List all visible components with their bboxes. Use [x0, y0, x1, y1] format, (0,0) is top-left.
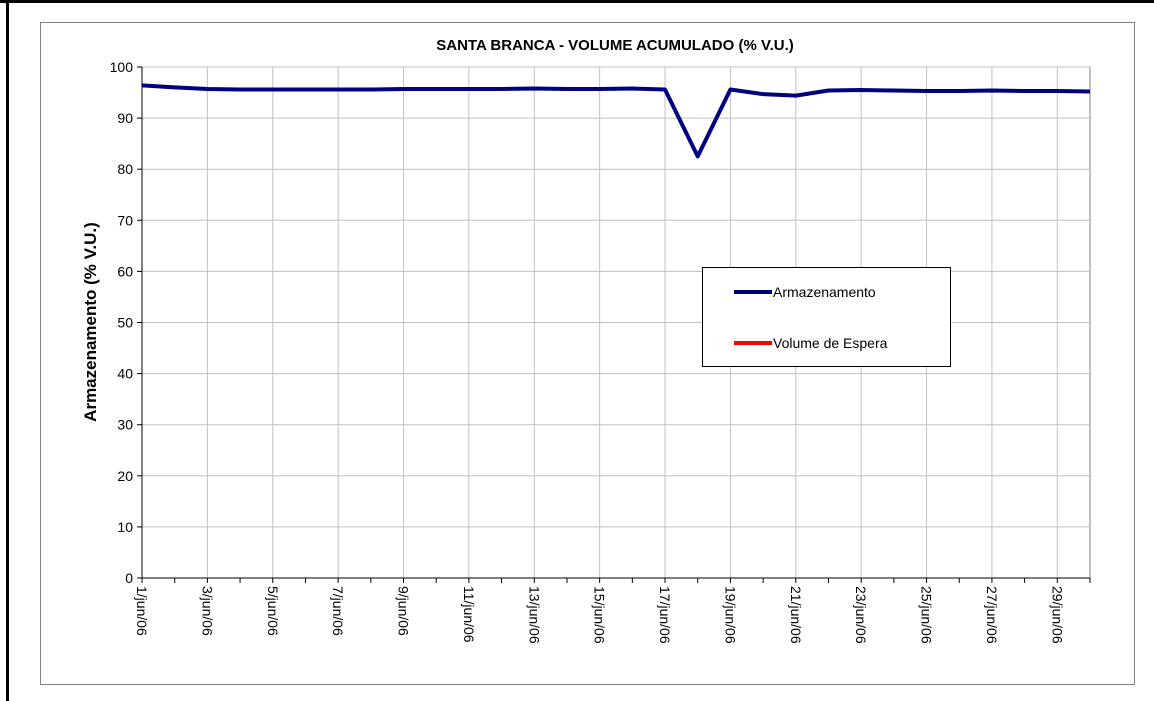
legend-label: Armazenamento	[773, 284, 876, 300]
x-tick-label: 29/jun/06	[1049, 586, 1065, 644]
x-tick-label: 7/jun/06	[330, 586, 346, 636]
x-tick-label: 11/jun/06	[461, 586, 477, 643]
x-tick-label: 13/jun/06	[526, 586, 542, 644]
y-tick-label: 40	[117, 366, 133, 382]
x-tick-label: 9/jun/06	[396, 586, 412, 636]
x-tick-label: 25/jun/06	[919, 586, 935, 644]
x-tick-label: 1/jun/06	[134, 586, 150, 636]
legend-label: Volume de Espera	[773, 335, 888, 351]
y-tick-label: 70	[117, 212, 133, 228]
data-line	[141, 83, 1091, 159]
y-tick-label: 100	[110, 59, 134, 75]
legend	[702, 267, 951, 367]
chart-title: SANTA BRANCA - VOLUME ACUMULADO (% V.U.)	[436, 37, 794, 54]
y-tick-label: 50	[117, 315, 133, 331]
x-tick-label: 5/jun/06	[265, 586, 281, 636]
y-tick-label: 90	[117, 110, 133, 126]
x-tick-label: 27/jun/06	[984, 586, 1000, 644]
y-tick-label: 60	[117, 263, 133, 279]
x-tick-label: 17/jun/06	[657, 586, 673, 644]
y-tick-label: 10	[117, 519, 133, 535]
y-axis-label: Armazenamento (% V.U.)	[81, 222, 100, 422]
y-tick-label: 30	[117, 417, 133, 433]
y-tick-label: 80	[117, 161, 133, 177]
x-tick-label: 15/jun/06	[592, 586, 608, 644]
frame-top	[0, 0, 1154, 3]
x-tick-label: 3/jun/06	[199, 586, 215, 636]
x-tick-label: 21/jun/06	[788, 586, 804, 644]
y-tick-label: 0	[125, 570, 133, 586]
y-tick-label: 20	[117, 468, 133, 484]
x-tick-label: 23/jun/06	[853, 586, 869, 644]
frame-left	[6, 0, 9, 701]
x-tick-label: 19/jun/06	[722, 586, 738, 644]
